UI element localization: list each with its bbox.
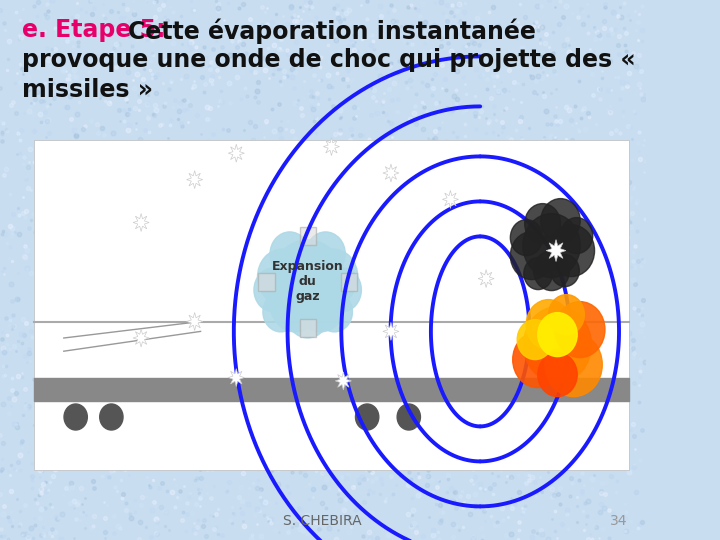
Circle shape — [517, 320, 553, 360]
Circle shape — [510, 220, 543, 255]
Circle shape — [525, 204, 560, 244]
Circle shape — [306, 232, 346, 276]
Circle shape — [64, 404, 87, 430]
Circle shape — [523, 258, 552, 289]
Bar — [341, 273, 357, 291]
Text: provoque une onde de choc qui projette des «: provoque une onde de choc qui projette d… — [22, 48, 636, 72]
Polygon shape — [133, 329, 149, 347]
Polygon shape — [383, 164, 399, 182]
Polygon shape — [133, 213, 149, 232]
Circle shape — [510, 232, 554, 280]
Circle shape — [523, 307, 592, 383]
Polygon shape — [478, 269, 494, 288]
Circle shape — [538, 353, 577, 396]
Text: 34: 34 — [610, 514, 627, 528]
Text: Cette évaporation instantanée: Cette évaporation instantanée — [128, 18, 536, 44]
Circle shape — [100, 404, 123, 430]
Circle shape — [254, 268, 293, 312]
Circle shape — [548, 225, 595, 276]
Bar — [300, 319, 316, 337]
Bar — [34, 140, 629, 470]
Circle shape — [549, 295, 585, 335]
Circle shape — [526, 300, 571, 349]
Polygon shape — [186, 171, 203, 188]
Circle shape — [534, 251, 570, 291]
Bar — [300, 227, 316, 245]
Circle shape — [513, 332, 563, 388]
Circle shape — [286, 290, 329, 338]
Circle shape — [270, 240, 346, 324]
Circle shape — [356, 404, 379, 430]
Text: Expansion
du
gaz: Expansion du gaz — [271, 260, 343, 303]
Circle shape — [270, 232, 310, 276]
Polygon shape — [336, 372, 351, 390]
Circle shape — [263, 292, 299, 332]
Polygon shape — [383, 322, 399, 340]
Circle shape — [523, 214, 580, 278]
Circle shape — [317, 292, 353, 332]
Polygon shape — [546, 240, 566, 261]
Circle shape — [270, 276, 320, 332]
Polygon shape — [442, 191, 459, 208]
Polygon shape — [228, 144, 244, 162]
Circle shape — [560, 218, 593, 254]
Circle shape — [551, 254, 580, 287]
Polygon shape — [228, 369, 244, 387]
Circle shape — [295, 276, 346, 332]
Circle shape — [555, 302, 605, 357]
Circle shape — [307, 249, 358, 305]
Circle shape — [545, 333, 603, 396]
Text: missiles »: missiles » — [22, 78, 153, 102]
Text: S. CHEBIRA: S. CHEBIRA — [283, 514, 362, 528]
Bar — [258, 273, 274, 291]
Circle shape — [258, 249, 307, 305]
Text: e. Etape 5:: e. Etape 5: — [22, 18, 166, 42]
Polygon shape — [323, 138, 340, 156]
Polygon shape — [186, 313, 203, 330]
Circle shape — [322, 268, 361, 312]
Circle shape — [541, 199, 580, 242]
Circle shape — [397, 404, 420, 430]
Circle shape — [538, 313, 577, 356]
Bar — [34, 377, 629, 401]
